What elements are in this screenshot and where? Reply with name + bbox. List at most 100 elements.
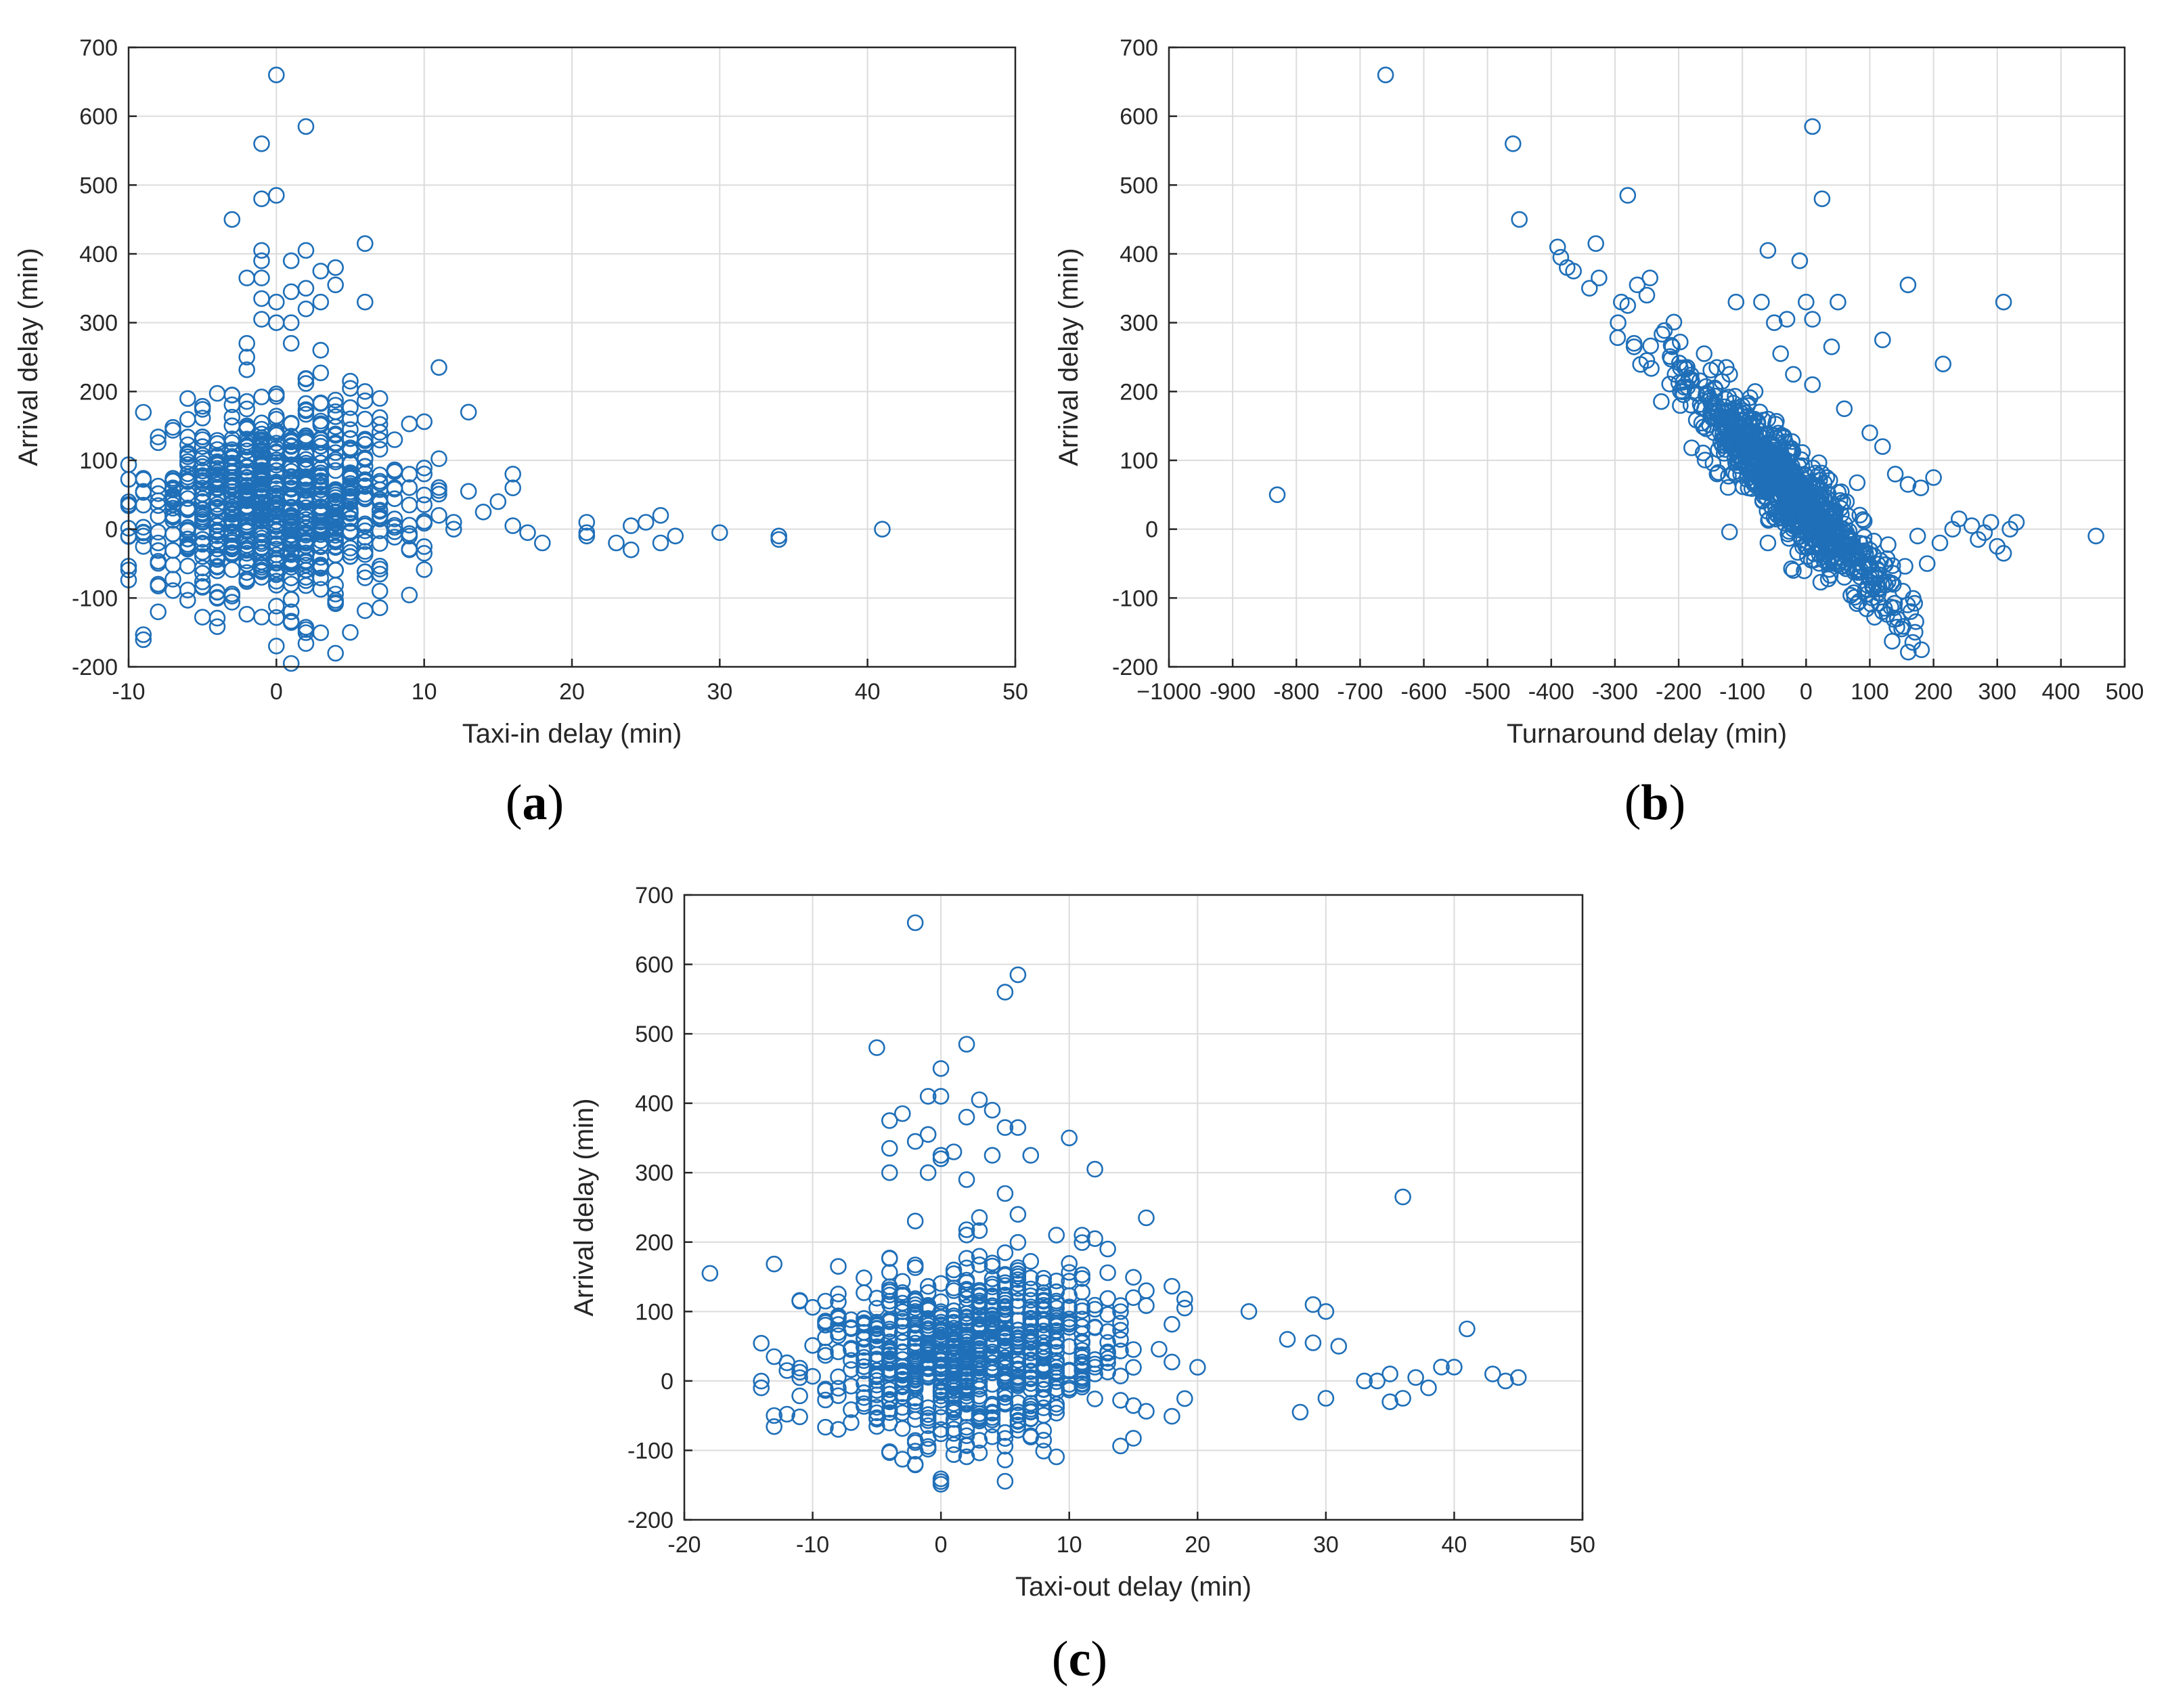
data-point (881, 1164, 898, 1181)
data-point (386, 529, 403, 546)
data-point (894, 1334, 911, 1351)
data-point (194, 431, 211, 448)
data-point (958, 1259, 975, 1277)
data-point (843, 1414, 860, 1431)
data-point (1022, 1410, 1040, 1427)
data-point (1804, 311, 1821, 328)
data-point (1869, 555, 1886, 573)
data-point (932, 1275, 950, 1292)
data-point (238, 361, 256, 378)
data-point (1048, 1359, 1065, 1376)
data-point (150, 429, 167, 445)
data-point (1671, 354, 1688, 372)
data-point (868, 1418, 885, 1435)
data-point (1899, 276, 1917, 294)
data-point (1721, 523, 1738, 541)
data-point (238, 533, 256, 550)
data-point (1048, 1314, 1065, 1331)
data-point (1759, 534, 1777, 552)
data-point (1035, 1359, 1053, 1377)
data-point (766, 1418, 782, 1435)
data-point (874, 521, 891, 538)
data-point (996, 1267, 1014, 1284)
data-point (637, 514, 655, 531)
data-point (2087, 527, 2104, 545)
x-tick-label: -10 (112, 679, 145, 705)
data-point (1807, 464, 1824, 482)
data-point (1511, 211, 1528, 228)
markers (120, 66, 891, 672)
data-point (238, 521, 256, 538)
data-point (894, 1287, 911, 1305)
data-point (282, 415, 300, 433)
data-point (791, 1292, 808, 1310)
y-tick-label: -200 (1112, 655, 1158, 680)
y-tick-label: 700 (79, 35, 118, 61)
data-point (238, 573, 256, 590)
data-point (868, 1404, 885, 1422)
data-point (430, 359, 447, 376)
data-point (894, 1105, 911, 1122)
data-point (1918, 555, 1936, 572)
data-point (996, 1438, 1014, 1455)
data-point (1048, 1352, 1065, 1369)
data-point (971, 1365, 988, 1383)
data-point (971, 1091, 988, 1108)
data-point (868, 1300, 885, 1317)
data-point (1838, 560, 1855, 577)
data-point (208, 460, 226, 477)
data-point (371, 441, 389, 458)
data-point (1125, 1430, 1142, 1447)
data-point (1505, 135, 1522, 152)
data-point (401, 586, 418, 604)
data-point (1022, 1401, 1040, 1418)
y-tick-label: 300 (1120, 311, 1158, 336)
x-tick-label: 30 (707, 679, 732, 705)
data-point (282, 518, 300, 535)
data-point (371, 475, 389, 492)
data-point (1009, 966, 1027, 984)
data-point (1878, 606, 1896, 623)
x-tick-label: 20 (559, 679, 585, 705)
data-point (778, 1362, 795, 1379)
data-point (297, 635, 315, 652)
data-point (1861, 545, 1878, 563)
x-tick-label: 50 (1002, 679, 1028, 705)
data-point (179, 390, 196, 408)
data-point (194, 512, 211, 530)
data-point (267, 637, 285, 655)
x-tick-label: -100 (1719, 679, 1765, 705)
data-point (1381, 1365, 1398, 1382)
data-point (416, 413, 433, 431)
data-point (1125, 1289, 1142, 1307)
data-point (1035, 1296, 1053, 1314)
y-tick-label: 200 (79, 379, 118, 405)
x-tick-label: -10 (796, 1532, 829, 1558)
data-point (1836, 400, 1853, 418)
data-point (932, 1345, 950, 1362)
data-point (1240, 1303, 1258, 1320)
data-point (1009, 1372, 1027, 1389)
data-point (1125, 1359, 1142, 1376)
data-point (179, 519, 196, 536)
data-point (1792, 451, 1810, 468)
data-point (253, 561, 270, 579)
data-point (958, 1437, 975, 1454)
data-point (1753, 293, 1770, 311)
data-point (327, 577, 345, 594)
data-point (906, 1455, 924, 1473)
data-point (996, 1395, 1014, 1413)
data-point (1904, 634, 1922, 651)
data-point (164, 507, 181, 524)
data-point (906, 914, 924, 932)
data-point (223, 514, 241, 531)
data-point (238, 334, 256, 352)
data-point (996, 1307, 1014, 1324)
data-point (327, 594, 345, 611)
data-point (253, 526, 270, 544)
data-point (868, 1372, 885, 1389)
data-point (830, 1368, 847, 1385)
data-point (150, 434, 167, 452)
data-point (1719, 479, 1737, 496)
data-point (267, 385, 285, 403)
